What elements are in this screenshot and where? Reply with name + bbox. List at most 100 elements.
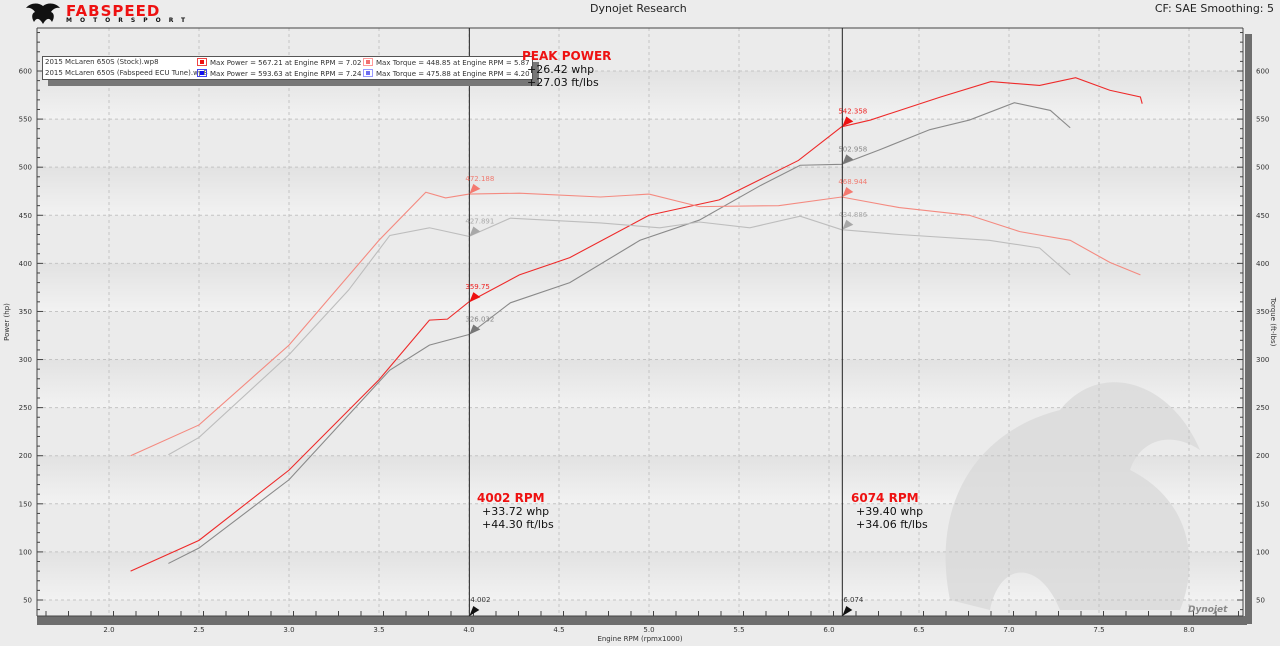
power-swatch (197, 58, 207, 66)
plot-band (37, 359, 1243, 408)
value-marker-icon (842, 219, 854, 230)
series-line-stock_power (168, 102, 1071, 564)
y-tick-label: 50 (23, 596, 32, 604)
legend: 2015 McLaren 650S (Stock).wp8 Max Power … (42, 56, 533, 80)
y-tick-label: 450 (19, 212, 32, 220)
cursor-marker-icon (842, 606, 853, 616)
annotation-line: +27.03 ft/lbs (527, 76, 599, 89)
annotation-line: +44.30 ft/lbs (482, 518, 554, 531)
y2-axis-label: Torque (ft-lbs) (1269, 297, 1277, 347)
marker-value-label: 434.886 (838, 211, 867, 219)
legend-max-power: Max Power = 593.63 at Engine RPM = 7.24 (210, 70, 362, 78)
x-tick-label: 7.5 (1093, 626, 1104, 634)
y-tick-label: 350 (19, 308, 32, 316)
plot-band (37, 263, 1243, 312)
dynojet-watermark: Dynojet (1188, 605, 1228, 615)
cursor-label: 4.002 (470, 596, 490, 604)
value-marker-icon (469, 324, 481, 335)
y-tick-label: 550 (19, 116, 32, 124)
y-tick-label: 500 (19, 164, 32, 172)
annotation-6074-rpm: 6074 RPM +39.40 whp +34.06 ft/lbs (851, 491, 928, 532)
cursor-marker-icon (469, 606, 480, 616)
annotation-line: +26.42 whp (527, 63, 595, 76)
series-line-stock_torque (168, 215, 1071, 456)
y2-tick-label: 100 (1256, 548, 1269, 556)
cursor-label: 6.074 (843, 596, 864, 604)
y2-tick-label: 400 (1256, 260, 1269, 268)
x-tick-label: 7.0 (1003, 626, 1014, 634)
marker-value-label: 427.891 (465, 218, 494, 226)
value-marker-icon (842, 187, 854, 198)
chart-title: Dynojet Research (590, 2, 687, 15)
y2-tick-label: 500 (1256, 164, 1269, 172)
legend-max-torque: Max Torque = 475.88 at Engine RPM = 4.20 (376, 70, 530, 78)
value-marker-icon (469, 226, 481, 237)
annotation-title: 6074 RPM (851, 491, 919, 505)
fabspeed-logo: FABSPEED MOTORSPORT (26, 2, 206, 26)
x-tick-label: 6.0 (823, 626, 834, 634)
value-marker-icon (842, 116, 854, 127)
legend-max-power: Max Power = 567.21 at Engine RPM = 7.02 (210, 59, 362, 67)
x-tick-label: 2.0 (103, 626, 114, 634)
series-line-tuned_torque (130, 191, 1141, 457)
legend-row-tuned: 2015 McLaren 650S (Fabspeed ECU Tune).wp… (45, 68, 530, 79)
marker-value-label: 326.032 (465, 316, 494, 324)
x-tick-label: 4.0 (463, 626, 474, 634)
y-axis-label: Power (hp) (3, 303, 11, 341)
marker-value-label: 472.188 (465, 175, 494, 183)
value-marker-icon (469, 292, 481, 303)
x-tick-label: 2.5 (193, 626, 204, 634)
value-marker-icon (842, 154, 854, 165)
annotation-4002-rpm: 4002 RPM +33.72 whp +44.30 ft/lbs (477, 492, 554, 532)
torque-swatch (363, 69, 373, 77)
y2-tick-label: 450 (1256, 212, 1269, 220)
torque-swatch (363, 58, 373, 66)
x-axis-bar (37, 616, 1247, 625)
brand-name: FABSPEED (66, 2, 161, 20)
x-tick-label: 4.5 (553, 626, 564, 634)
y-tick-label: 200 (19, 452, 32, 460)
marker-value-label: 468.944 (838, 178, 867, 186)
annotation-line: +34.06 ft/lbs (856, 518, 928, 531)
legend-row-stock: 2015 McLaren 650S (Stock).wp8 Max Power … (45, 57, 530, 68)
legend-file: 2015 McLaren 650S (Fabspeed ECU Tune).wp… (45, 69, 208, 77)
y-tick-label: 100 (19, 548, 32, 556)
eagle-watermark-icon (945, 382, 1200, 610)
value-marker-icon (469, 183, 481, 194)
x-tick-label: 5.0 (643, 626, 654, 634)
plot-band (37, 167, 1243, 216)
marker-value-label: 542.358 (838, 107, 867, 115)
y-tick-label: 400 (19, 260, 32, 268)
brand-subtitle: MOTORSPORT (66, 17, 194, 24)
y2-tick-label: 150 (1256, 500, 1269, 508)
y2-tick-label: 550 (1256, 116, 1269, 124)
annotation-title: PEAK POWER (522, 49, 612, 63)
y-tick-label: 300 (19, 356, 32, 364)
y2-tick-label: 200 (1256, 452, 1269, 460)
y2-axis-bar (1245, 34, 1252, 624)
annotation-line: +39.40 whp (856, 505, 924, 518)
x-tick-label: 6.5 (913, 626, 924, 634)
annotation-line: +33.72 whp (482, 505, 550, 518)
y2-tick-label: 250 (1256, 404, 1269, 412)
eagle-logo-icon (26, 3, 60, 25)
y-tick-label: 600 (19, 68, 32, 76)
x-tick-label: 3.0 (283, 626, 294, 634)
y2-tick-label: 350 (1256, 308, 1269, 316)
x-tick-label: 5.5 (733, 626, 744, 634)
x-tick-label: 3.5 (373, 626, 384, 634)
y-tick-label: 150 (19, 500, 32, 508)
y-tick-label: 250 (19, 404, 32, 412)
y2-tick-label: 50 (1256, 596, 1265, 604)
series-line-tuned_power (130, 77, 1143, 572)
y2-tick-label: 600 (1256, 68, 1269, 76)
correction-settings: CF: SAE Smoothing: 5 (1154, 2, 1274, 15)
annotation-peak-power: PEAK POWER +26.42 whp +27.03 ft/lbs (522, 49, 612, 90)
marker-value-label: 502.958 (838, 145, 867, 153)
x-tick-label: 8.0 (1183, 626, 1194, 634)
legend-max-torque: Max Torque = 448.85 at Engine RPM = 5.87 (376, 59, 530, 67)
power-swatch (197, 69, 207, 77)
x-axis-label: Engine RPM (rpmx1000) (597, 635, 682, 643)
marker-value-label: 359.75 (465, 283, 490, 291)
